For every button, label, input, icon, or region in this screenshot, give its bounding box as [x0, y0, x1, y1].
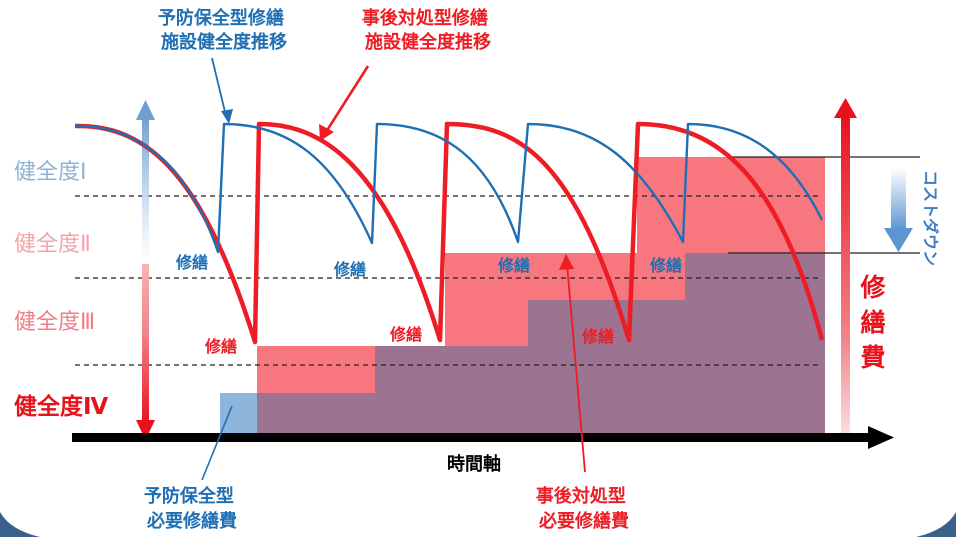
- health-level-4-label: 健全度Ⅳ: [14, 393, 109, 420]
- frame-corner-left: [0, 512, 40, 537]
- preventive-cost-steps: [257, 253, 825, 438]
- repair-label: 修繕: [581, 327, 614, 346]
- time-axis-label: 時間軸: [447, 453, 501, 475]
- reactive-cost-callout: 事後対処型 必要修繕費: [536, 485, 632, 532]
- repair-label: 修繕: [175, 253, 208, 272]
- reactive-curve-callout: 事後対処型修繕 施設健全度推移: [362, 7, 494, 53]
- health-level-1-label: 健全度Ⅰ: [14, 160, 87, 185]
- repair-label: 修繕: [497, 256, 530, 275]
- cost-down-arrow: [884, 168, 913, 252]
- repair-label: 修繕: [204, 337, 237, 356]
- svg-text:繕: 繕: [860, 308, 885, 337]
- callout-pointers: [201, 57, 586, 481]
- preventive-repair-labels: 修繕 修繕 修繕 修繕: [175, 253, 682, 279]
- reactive-health-curve: [74, 121, 825, 345]
- preventive-health-curve: [74, 122, 824, 254]
- time-axis: [72, 426, 894, 449]
- health-level-3-label: 健全度Ⅲ: [14, 310, 95, 335]
- reactive-repair-labels: 修繕 修繕 修繕: [204, 325, 614, 356]
- cost-axis-label: 修 繕 費: [859, 273, 886, 372]
- preventive-cost-first-step: [220, 393, 257, 438]
- health-level-2-label: 健全度Ⅱ: [14, 232, 91, 257]
- cost-axis-arrow: [834, 98, 857, 438]
- repair-label: 修繕: [649, 256, 682, 275]
- svg-text:費: 費: [859, 343, 885, 372]
- health-level-boundaries: [75, 195, 820, 366]
- health-axis-arrow: [136, 100, 155, 440]
- preventive-curve-callout: 予防保全型修繕 施設健全度推移: [158, 7, 290, 53]
- svg-text:修: 修: [859, 273, 886, 302]
- preventive-cost-callout: 予防保全型 必要修繕費: [144, 485, 240, 532]
- cost-down-label: コストダウン: [921, 170, 940, 266]
- repair-label: 修繕: [389, 325, 422, 344]
- frame-corner-right: [916, 512, 956, 537]
- repair-label: 修繕: [333, 260, 366, 279]
